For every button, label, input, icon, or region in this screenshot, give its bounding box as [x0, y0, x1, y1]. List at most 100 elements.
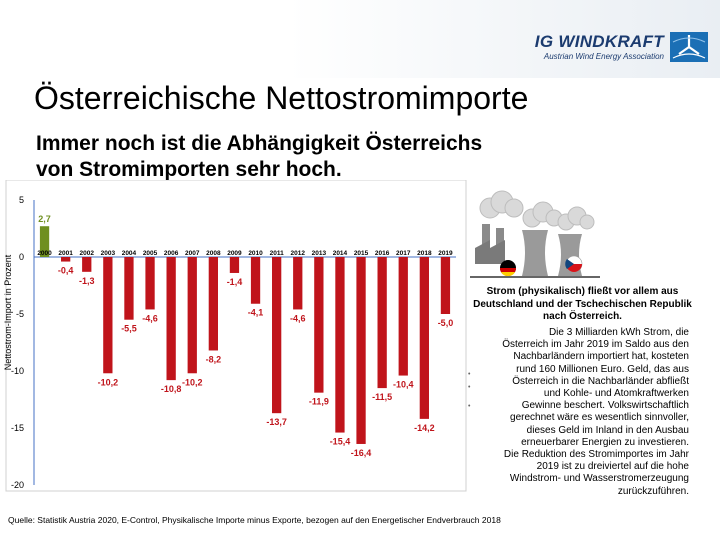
- data-label: -1,4: [227, 277, 243, 287]
- bar-2003: [103, 257, 113, 374]
- header-band: [0, 0, 720, 78]
- bar-2010: [250, 257, 261, 304]
- x-tick-label: 2004: [122, 250, 137, 257]
- logo-tagline: Austrian Wind Energy Association: [543, 52, 664, 61]
- info-body-text: Die 3 Milliarden kWh Strom, die Österreic…: [474, 327, 689, 498]
- data-label: -4,6: [290, 313, 306, 323]
- data-label: -11,5: [372, 392, 392, 402]
- czech-flag-icon: [565, 255, 583, 273]
- info-body-line: Nachbarländern importiert hat, kosteten: [513, 351, 689, 363]
- data-label: -10,2: [182, 377, 203, 387]
- data-label: -5,5: [121, 324, 137, 334]
- data-label: -8,2: [206, 354, 222, 364]
- bar-2017: [398, 257, 408, 376]
- data-label: -0,4: [58, 266, 74, 276]
- x-tick-label: 2018: [417, 250, 432, 257]
- x-tick-label: 2006: [164, 250, 179, 257]
- x-tick-label: 2016: [375, 250, 390, 257]
- bar-2015: [356, 257, 366, 444]
- bar-2008: [208, 257, 218, 351]
- bar-2006: [166, 257, 176, 381]
- source-note: Quelle: Statistik Austria 2020, E-Contro…: [8, 515, 501, 525]
- bar-2012: [293, 257, 303, 310]
- info-body-line: rund 160 Millionen Euro. Geld, das aus: [516, 363, 689, 375]
- bar-2001: [61, 257, 71, 262]
- x-tick-label: 2009: [227, 250, 242, 257]
- bullet-marker: •: [468, 371, 471, 378]
- bar-2000: [39, 226, 50, 257]
- bar-2014: [335, 257, 345, 433]
- data-label: -10,2: [98, 377, 119, 387]
- data-label: -10,4: [393, 380, 414, 390]
- info-body-line: Österreich im Jahr 2019 im Saldo aus den: [502, 339, 689, 351]
- bullet-marker: •: [468, 384, 471, 391]
- bar-2018: [419, 257, 429, 419]
- net-import-bar-chart: 5 0 -5 -10 -15 -20 Nettostrom-Import in Prozen…: [3, 180, 467, 492]
- subtitle-line-2: von Stromimporten sehr hoch.: [36, 158, 342, 181]
- data-label: -5,0: [438, 318, 454, 328]
- x-tick-label: 2013: [312, 250, 327, 257]
- power-plant-icon: [470, 188, 600, 283]
- info-body-line: Die 3 Milliarden kWh Strom, die: [548, 327, 689, 338]
- x-tick-label: 2008: [206, 250, 221, 257]
- data-label: -10,8: [161, 384, 182, 394]
- info-highlight-text: Strom (physikalisch) fließt vor allem au…: [473, 286, 692, 322]
- data-label: 2,7: [38, 214, 51, 224]
- info-body-line: zurückzuführen.: [617, 485, 689, 497]
- data-label: -13,7: [266, 417, 287, 427]
- y-tick-label: -5: [16, 309, 24, 319]
- x-tick-label: 2002: [80, 250, 95, 257]
- wind-turbine-icon: [670, 32, 708, 62]
- x-tick-label: 2007: [185, 250, 200, 257]
- chart-frame: [5, 180, 467, 492]
- logo-name: IG WINDKRAFT: [534, 32, 664, 51]
- data-label: -1,3: [79, 276, 95, 286]
- x-tick-label: 2019: [438, 250, 453, 257]
- x-tick-label: 2003: [101, 250, 116, 257]
- bar-2019: [440, 257, 451, 314]
- info-body-line: Windstrom- und Wasserstromerzeugung: [509, 473, 689, 485]
- info-body-line: Österreich in die Nachbarländer abfließt: [512, 375, 689, 387]
- bar-2005: [145, 257, 155, 310]
- ig-windkraft-logo: IG WINDKRAFT Austrian Wind Energy Associ…: [518, 32, 708, 64]
- bullet-marker: •: [468, 403, 471, 410]
- bar-2011: [272, 257, 282, 414]
- y-tick-label: -15: [11, 423, 24, 433]
- y-tick-label: -10: [11, 366, 24, 376]
- data-label: -4,6: [142, 313, 158, 323]
- data-label: -15,4: [330, 437, 351, 447]
- x-tick-label: 2000: [37, 250, 52, 257]
- y-tick-label: 0: [19, 252, 24, 262]
- x-tick-label: 2010: [248, 250, 263, 257]
- info-body-line: Die Reduktion des Stromimportes im Jahr: [503, 449, 689, 461]
- bar-2013: [314, 257, 324, 393]
- info-body-line: und Kohle- und Atomkraftwerken: [543, 388, 689, 400]
- data-label: -4,1: [248, 308, 264, 318]
- info-body-line: Gewinne beschert. Volkswirtschaftlich: [521, 400, 689, 412]
- bar-2002: [82, 257, 92, 272]
- y-tick-label: 5: [19, 195, 24, 205]
- bar-2016: [377, 257, 387, 389]
- x-tick-label: 2014: [333, 250, 348, 257]
- page-title: Österreichische Nettostromimporte: [34, 80, 529, 116]
- x-tick-label: 2017: [396, 250, 411, 257]
- subtitle-line-1: Immer noch ist die Abhängigkeit Österrei…: [36, 132, 483, 155]
- x-tick-label: 2001: [58, 250, 73, 257]
- info-body-line: gerechnet wäre es wesentlich sinnvoller,: [510, 412, 689, 424]
- bar-2009: [229, 257, 240, 273]
- x-tick-label: 2005: [143, 250, 158, 257]
- bar-2004: [124, 257, 134, 320]
- x-tick-label: 2012: [291, 250, 306, 257]
- x-tick-label: 2011: [270, 250, 284, 257]
- info-body-line: 2019 ist zu dreiviertel auf die hohe: [536, 461, 689, 473]
- germany-flag-icon: [500, 260, 516, 277]
- y-tick-label: -20: [11, 480, 24, 490]
- info-body-line: dieses Geld im Inland in den Ausbau: [526, 424, 689, 436]
- data-label: -14,2: [414, 423, 435, 433]
- x-tick-label: 2015: [354, 250, 369, 257]
- info-body-line: erneuerbarer Energien zu investieren.: [521, 436, 689, 448]
- data-label: -11,9: [309, 397, 329, 407]
- page-subtitle: Immer noch ist die Abhängigkeit Österrei…: [36, 131, 482, 183]
- y-axis-label: Nettostrom-Import in Prozent: [3, 254, 13, 370]
- data-label: -16,4: [351, 448, 372, 458]
